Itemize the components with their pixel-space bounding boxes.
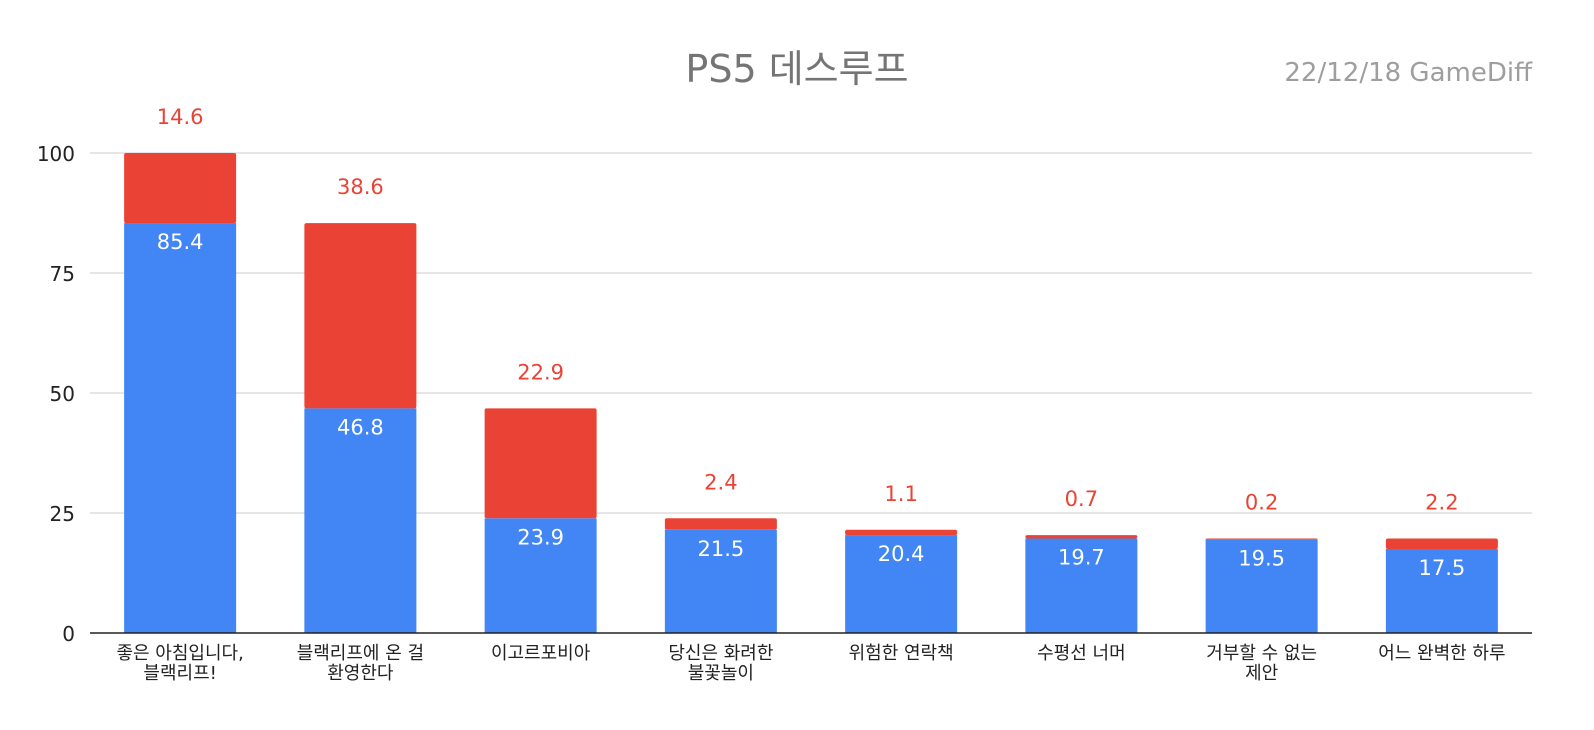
data-label-blue: 23.9 [517,525,564,549]
bar-segment-red [1205,538,1318,540]
bar-segment-blue [484,518,597,633]
bar-segment-blue [845,535,958,633]
data-label-red: 38.6 [337,175,384,199]
data-label-red: 22.9 [517,360,564,384]
x-tick-label: 불꽃놀이 [688,663,754,684]
bar-segment-blue [1385,549,1498,633]
bar-segment-red [664,518,777,530]
data-label-red: 2.2 [1425,490,1458,514]
bar-segment-red [1025,535,1138,539]
bar-segment-red [124,153,237,224]
bar-segment-blue [304,408,417,633]
bar-segment-red [304,223,417,409]
y-tick-label: 75 [50,262,75,286]
chart-subtitle: 22/12/18 GameDiff [1284,58,1532,88]
x-tick-label: 좋은 아침입니다, [116,643,243,664]
x-tick-label: 어느 완벽한 하루 [1378,643,1505,664]
data-label-blue: 85.4 [157,230,204,254]
bar-segment-red [845,529,958,536]
data-label-blue: 46.8 [337,415,384,439]
y-tick-label: 0 [62,622,75,646]
chart-title: PS5 데스루프 [685,47,909,91]
bar-segment-blue [124,223,237,633]
y-tick-label: 50 [50,382,75,406]
data-label-red: 0.7 [1065,487,1098,511]
x-tick-label: 이고르포비아 [491,643,591,664]
data-label-blue: 17.5 [1418,556,1465,580]
data-label-blue: 19.5 [1238,546,1285,570]
x-tick-label: 거부할 수 없는 [1206,643,1317,664]
bar-segment-red [484,408,597,519]
data-label-red: 1.1 [884,482,917,506]
data-label-red: 14.6 [157,105,204,129]
data-label-red: 2.4 [704,470,737,494]
data-label-blue: 21.5 [697,537,744,561]
x-tick-label: 수평선 너머 [1037,643,1126,664]
y-tick-label: 100 [37,142,75,166]
data-label-blue: 20.4 [878,542,925,566]
bar-segment-blue [1205,539,1318,633]
data-label-red: 0.2 [1245,490,1278,514]
x-tick-label: 환영한다 [327,663,394,684]
data-label-blue: 19.7 [1058,545,1105,569]
y-tick-label: 25 [50,502,75,526]
x-tick-label: 위험한 연락책 [849,643,954,664]
x-tick-label: 당신은 화려한 [668,643,773,664]
x-tick-label: 블랙리프에 온 걸 [297,643,424,664]
bar-segment-blue [664,529,777,633]
bar-segment-red [1385,538,1498,549]
x-tick-label: 제안 [1245,663,1278,684]
bar-segment-blue [1025,538,1138,633]
x-tick-label: 블랙리프! [143,663,216,684]
